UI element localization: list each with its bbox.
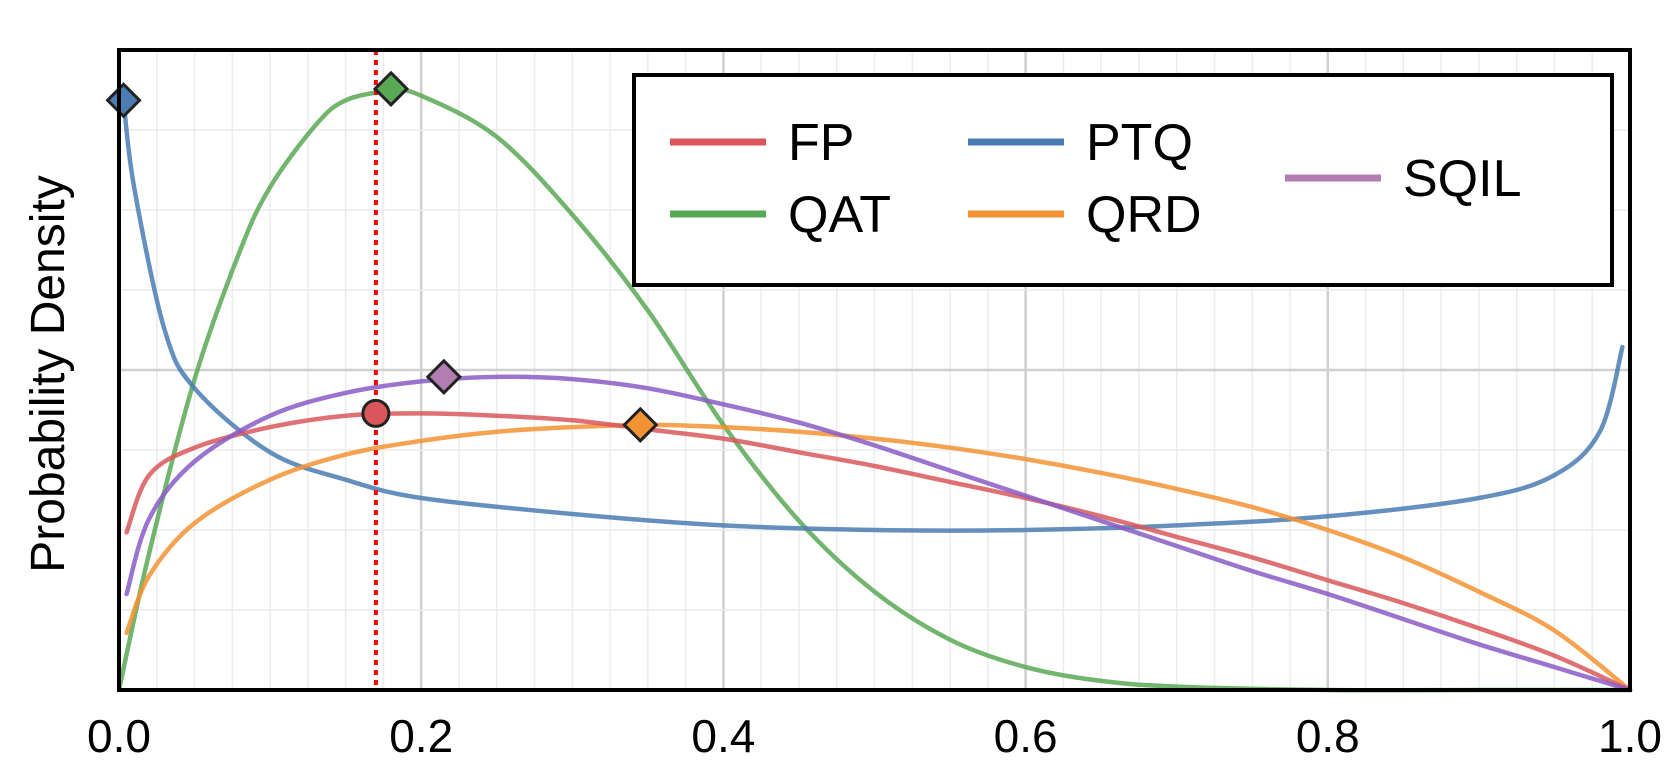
legend-label-sqil: SQIL (1403, 150, 1522, 208)
peak-marker-sqil (425, 358, 462, 395)
x-tick-label: 0.8 (1296, 710, 1360, 762)
x-tick-label: 0.4 (691, 710, 755, 762)
x-tick-label: 0.6 (994, 710, 1058, 762)
series-line-fp (124, 411, 1633, 693)
peak-marker-ptq (105, 82, 142, 119)
series-line-ptq (121, 98, 1625, 533)
peak-marker-fp (361, 398, 391, 428)
legend-label-qrd: QRD (1086, 186, 1202, 244)
peak-marker-qrd (622, 406, 659, 443)
x-tick-label: 0.0 (87, 710, 151, 762)
peak-marker-qat (372, 70, 410, 107)
series-line-sqil (124, 374, 1633, 693)
legend-label-ptq: PTQ (1086, 114, 1193, 172)
legend-label-qat: QAT (788, 186, 891, 244)
y-axis-label: Probability Density (22, 175, 75, 573)
grid (117, 48, 1632, 692)
legend: FP QAT PTQ QRD SQIL (632, 73, 1614, 287)
legend-label-fp: FP (788, 114, 854, 172)
curves (116, 87, 1633, 693)
peak-markers (105, 70, 659, 443)
x-tick-label: 0.2 (389, 710, 453, 762)
x-tick-label: 1.0 (1598, 710, 1662, 762)
plot-frame (117, 48, 1632, 692)
series-line-qat (116, 87, 1633, 693)
legend-box (632, 73, 1614, 287)
x-tick-labels: 0.0 0.2 0.4 0.6 0.8 1.0 (87, 710, 1662, 762)
